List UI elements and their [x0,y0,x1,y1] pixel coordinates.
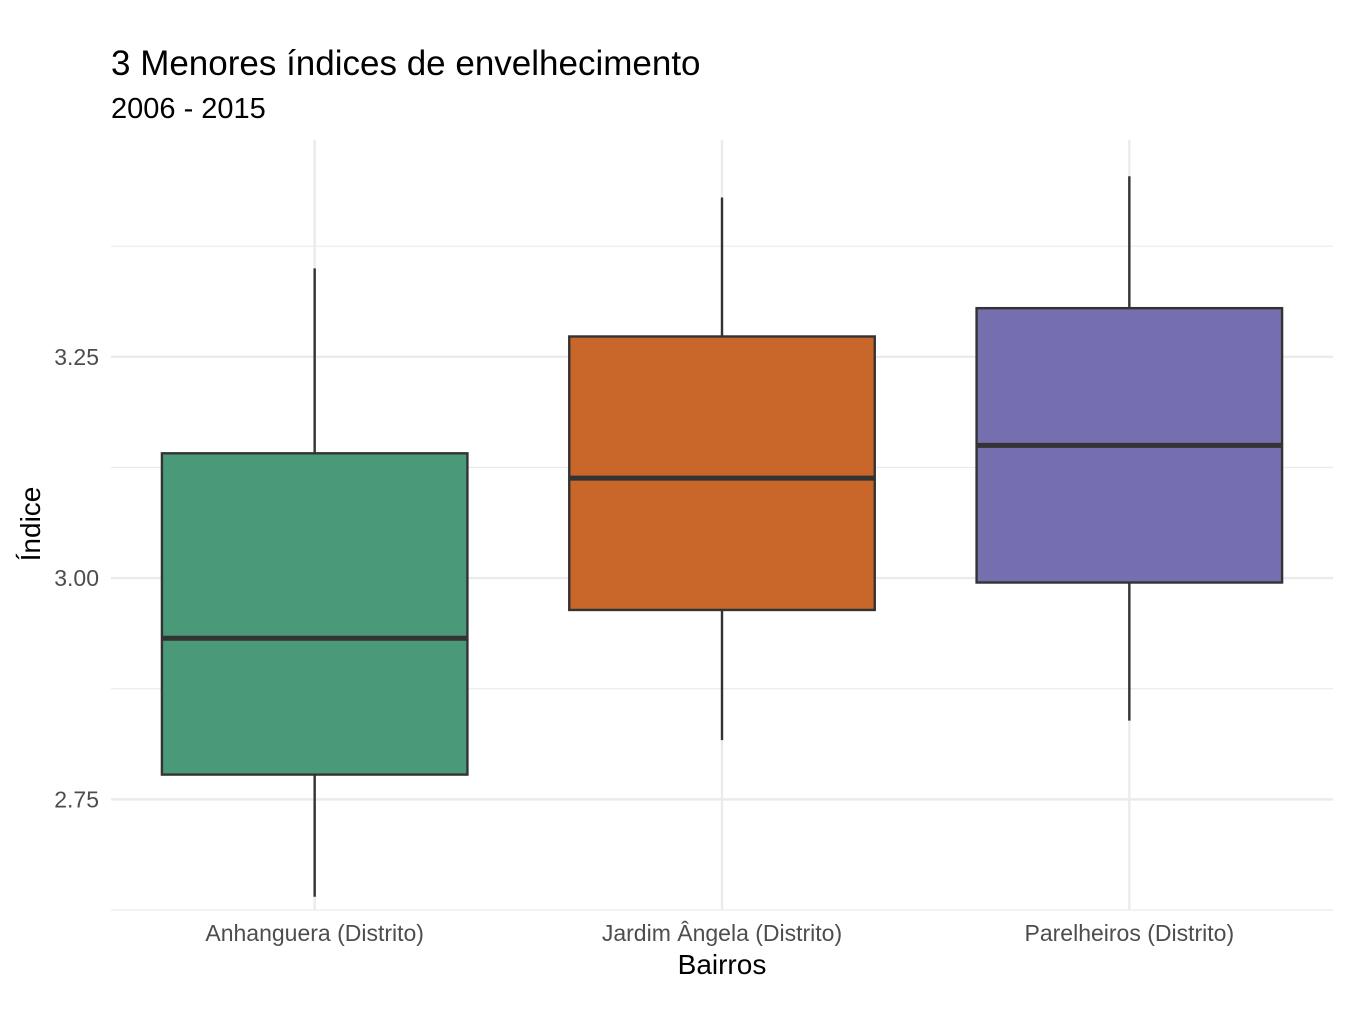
x-tick-label: Jardim Ângela (Distrito) [602,920,842,946]
box-3 [975,176,1284,721]
y-tick-label: 3.00 [54,565,99,591]
y-tick-label: 3.25 [54,344,99,370]
x-axis-ticks: Anhanguera (Distrito) Jardim Ângela (Dist… [205,920,1234,946]
boxplot-series [160,176,1284,897]
chart-subtitle: 2006 - 2015 [111,93,266,125]
y-axis-ticks: 2.75 3.00 3.25 [54,344,99,813]
x-axis-title: Bairros [678,949,767,980]
box-2 [568,197,876,741]
x-tick-label: Parelheiros (Distrito) [1025,920,1235,946]
y-tick-label: 2.75 [54,786,99,812]
x-tick-label: Anhanguera (Distrito) [205,920,424,946]
chart-title: 3 Menores índices de envelhecimento [111,44,701,83]
box-iqr [568,335,876,612]
y-axis-title: Índice [15,487,46,562]
box-1 [160,268,469,897]
box-iqr [160,452,469,776]
